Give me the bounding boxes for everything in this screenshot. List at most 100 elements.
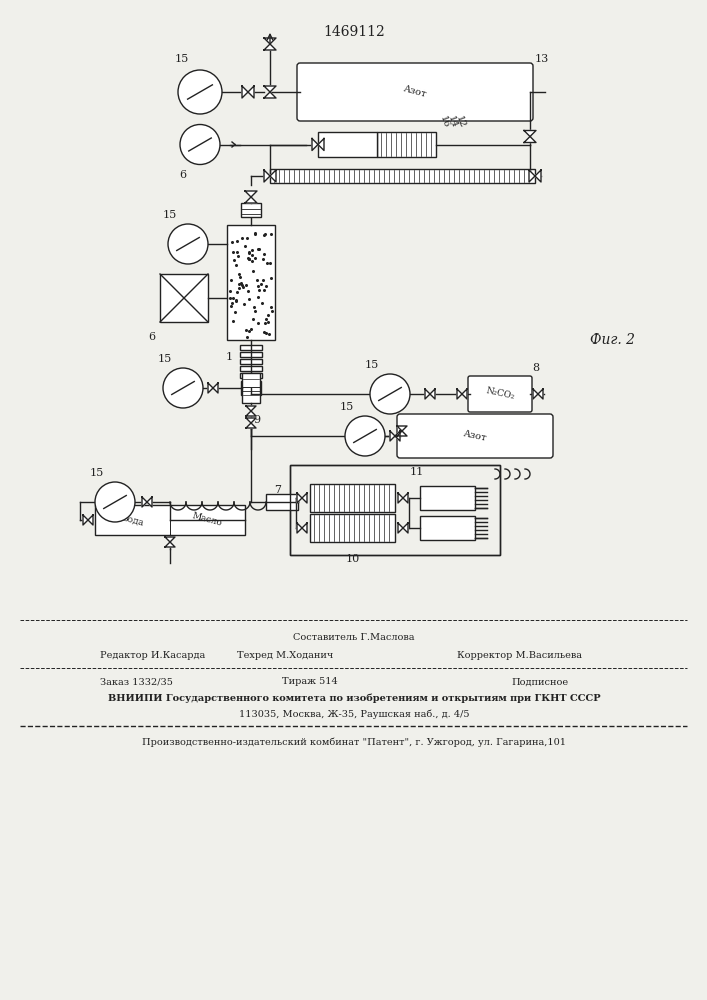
Polygon shape [242,86,248,98]
Text: 16: 16 [438,115,450,129]
Text: 113035, Москва, Ж-35, Раушская наб., д. 4/5: 113035, Москва, Ж-35, Раушская наб., д. … [239,709,469,719]
Polygon shape [533,389,538,399]
Polygon shape [248,86,254,98]
Polygon shape [535,170,541,182]
Polygon shape [462,389,467,399]
Text: 12: 12 [454,115,467,129]
Bar [160,274,208,322]
Bar [227,225,275,340]
Bar [241,203,261,217]
Bar [240,373,262,378]
Text: 15: 15 [158,354,172,364]
Polygon shape [302,523,307,533]
Text: 15: 15 [90,468,104,478]
Text: 11: 11 [410,467,424,477]
Bar [95,505,245,535]
Bar [240,352,262,357]
Text: N₂CO₂: N₂CO₂ [485,387,515,401]
FancyBboxPatch shape [297,63,533,121]
Circle shape [178,70,222,114]
Polygon shape [403,523,408,533]
Polygon shape [246,411,256,416]
Text: Составитель Г.Маслова: Составитель Г.Маслова [293,634,415,643]
Text: Азот: Азот [402,85,428,99]
Text: 1469112: 1469112 [323,25,385,39]
Text: Азот: Азот [462,429,488,443]
Bar [310,484,395,512]
Text: Корректор М.Васильева: Корректор М.Васильева [457,652,583,660]
Text: 8: 8 [532,363,539,373]
FancyBboxPatch shape [397,414,553,458]
Polygon shape [142,497,147,507]
Text: Масло: Масло [192,512,223,528]
Polygon shape [297,523,302,533]
Polygon shape [538,389,543,399]
Polygon shape [457,389,462,399]
Text: 9: 9 [253,415,260,425]
Text: 10: 10 [346,554,360,564]
Text: 6: 6 [148,332,156,342]
Polygon shape [398,523,403,533]
Text: Подписное: Подписное [511,678,568,686]
Polygon shape [264,44,276,50]
Polygon shape [245,197,257,203]
Circle shape [168,224,208,264]
Polygon shape [88,515,93,525]
Text: 1: 1 [226,352,233,362]
Bar [242,373,260,403]
Text: Тираж 514: Тираж 514 [282,678,338,686]
Bar [420,486,475,510]
Text: Производственно-издательский комбинат "Патент", г. Ужгород, ул. Гагарина,101: Производственно-издательский комбинат "П… [142,737,566,747]
Polygon shape [213,383,218,393]
Bar [240,359,262,364]
Bar [318,132,377,157]
Polygon shape [270,170,276,182]
Polygon shape [297,493,302,503]
Bar [266,494,298,510]
Polygon shape [302,493,307,503]
Polygon shape [318,138,324,150]
Bar [241,381,261,395]
Circle shape [345,416,385,456]
Polygon shape [397,426,407,431]
Polygon shape [147,497,152,507]
Polygon shape [403,493,408,503]
Circle shape [180,124,220,164]
Polygon shape [524,136,536,142]
Circle shape [95,482,135,522]
Text: 6: 6 [180,169,187,180]
Text: Вода: Вода [120,513,145,527]
Polygon shape [312,138,318,150]
Text: Заказ 1332/35: Заказ 1332/35 [100,678,173,686]
Polygon shape [524,130,536,136]
Text: 15: 15 [163,210,177,220]
Polygon shape [245,191,257,197]
Polygon shape [246,418,256,423]
Text: 7: 7 [274,485,281,495]
Bar [420,516,475,540]
Bar [310,514,395,542]
Text: 15: 15 [365,360,379,370]
Polygon shape [83,515,88,525]
Text: Редактор И.Касарда: Редактор И.Касарда [100,652,205,660]
Polygon shape [165,542,175,547]
Polygon shape [165,537,175,542]
Circle shape [163,368,203,408]
Text: 14: 14 [446,115,459,129]
Polygon shape [264,170,270,182]
Polygon shape [208,383,213,393]
Bar [270,169,535,183]
Polygon shape [264,86,276,92]
Text: 15: 15 [340,402,354,412]
Text: Техред М.Ходанич: Техред М.Ходанич [237,652,333,660]
Bar [240,366,262,371]
Polygon shape [246,406,256,411]
Polygon shape [395,431,400,441]
Text: ВНИИПИ Государственного комитета по изобретениям и открытиям при ГКНТ СССР: ВНИИПИ Государственного комитета по изоб… [107,693,600,703]
Polygon shape [264,92,276,98]
Text: 13: 13 [535,54,549,64]
Bar [290,465,500,555]
Bar [290,465,500,555]
Polygon shape [425,389,430,399]
Polygon shape [398,493,403,503]
